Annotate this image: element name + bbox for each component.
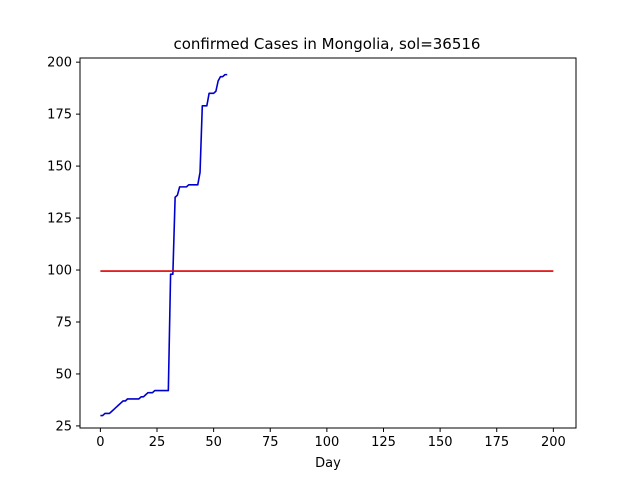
y-tick-label: 125 (47, 212, 72, 227)
x-tick-label: 50 (205, 435, 222, 450)
x-tick-label: 200 (541, 435, 566, 450)
chart-title: confirmed Cases in Mongolia, sol=36516 (174, 35, 481, 53)
x-tick-label: 175 (484, 435, 509, 450)
x-axis-label: Day (315, 456, 341, 471)
series-layer (100, 73, 554, 417)
x-tick-label: 75 (262, 435, 279, 450)
series-line-1 (100, 73, 228, 417)
y-tick-label: 25 (55, 419, 72, 434)
y-tick-label: 200 (47, 56, 72, 71)
y-tick-label: 150 (47, 160, 72, 175)
x-tick-label: 100 (314, 435, 339, 450)
x-tick-label: 150 (428, 435, 453, 450)
y-axis: 25 50 75 100 125 150 175 200 (47, 56, 80, 434)
y-tick-label: 175 (47, 108, 72, 123)
x-tick-label: 125 (371, 435, 396, 450)
x-tick-label: 0 (96, 435, 104, 450)
x-axis: 0 25 50 75 100 125 150 175 200 (96, 428, 566, 450)
y-tick-label: 75 (55, 315, 72, 330)
x-tick-label: 25 (149, 435, 166, 450)
y-tick-label: 50 (55, 367, 72, 382)
plot-frame (79, 57, 577, 429)
y-tick-label: 100 (47, 264, 72, 279)
